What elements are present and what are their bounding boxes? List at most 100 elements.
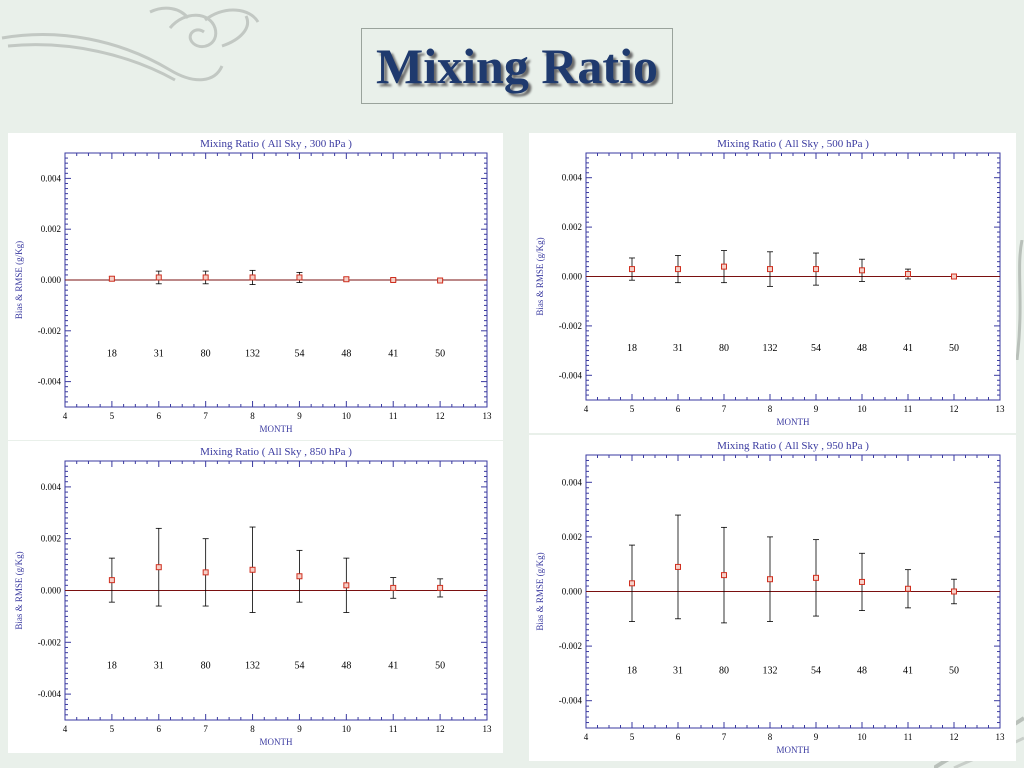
x-tick-label: 7 xyxy=(203,724,208,734)
sample-count-label: 132 xyxy=(763,666,778,677)
bias-marker xyxy=(202,569,209,576)
chart-panel-300hpa: Mixing Ratio ( All Sky , 300 hPa ) 4 5 6 7 8 9… xyxy=(8,133,503,440)
bias-marker xyxy=(343,276,350,283)
sample-count-label: 80 xyxy=(719,343,729,354)
x-tick-label: 13 xyxy=(483,724,493,734)
bias-marker xyxy=(155,564,162,571)
x-tick-label: 5 xyxy=(110,724,115,734)
y-axis-label: Bias & RMSE (g/Kg) xyxy=(14,241,24,319)
sample-count-label: 18 xyxy=(627,343,637,354)
x-tick-label: 11 xyxy=(389,411,398,421)
bias-marker xyxy=(296,573,303,580)
y-tick-label: -0.004 xyxy=(559,696,583,706)
x-tick-label: 5 xyxy=(110,411,115,421)
bias-marker xyxy=(905,585,911,592)
y-tick-label: 0.004 xyxy=(562,173,583,183)
chart-svg: Mixing Ratio ( All Sky , 500 hPa ) 4 5 6 7 8 9… xyxy=(535,138,1005,427)
chart-panel-950hpa: Mixing Ratio ( All Sky , 950 hPa ) 4 5 6 7 8 9… xyxy=(529,435,1016,761)
y-tick-label: 0.004 xyxy=(41,173,62,183)
sample-count-label: 50 xyxy=(435,661,445,672)
slide-title-box: Mixing Ratio xyxy=(361,28,673,104)
sample-count-label: 48 xyxy=(341,349,351,360)
x-tick-label: 7 xyxy=(203,411,208,421)
x-tick-label: 10 xyxy=(342,411,352,421)
sample-count-label: 18 xyxy=(107,661,117,672)
chart-title: Mixing Ratio ( All Sky , 850 hPa ) xyxy=(200,446,352,458)
bias-marker xyxy=(813,266,819,273)
bias-marker xyxy=(390,584,397,591)
side-ornament-icon xyxy=(1015,240,1024,360)
bias-marker xyxy=(767,576,773,583)
chart-svg: Mixing Ratio ( All Sky , 850 hPa ) 4 5 6 7 8 9… xyxy=(14,446,493,747)
bias-marker xyxy=(390,277,397,283)
x-tick-label: 10 xyxy=(342,724,352,734)
bias-marker xyxy=(108,275,115,282)
sample-count-label: 80 xyxy=(201,661,211,672)
sample-count-label: 54 xyxy=(294,349,304,360)
y-tick-label: -0.004 xyxy=(38,689,62,699)
x-tick-label: 11 xyxy=(904,404,913,414)
x-tick-label: 10 xyxy=(858,732,868,742)
x-axis-label: MONTH xyxy=(777,417,810,427)
bias-marker xyxy=(249,274,256,281)
bias-marker xyxy=(767,266,773,273)
bias-marker xyxy=(721,572,727,579)
y-axis-label: Bias & RMSE (g/Kg) xyxy=(535,237,545,315)
chart-svg: Mixing Ratio ( All Sky , 950 hPa ) 4 5 6 7 8 9… xyxy=(535,440,1006,755)
x-axis-label: MONTH xyxy=(777,745,810,755)
bias-marker xyxy=(951,273,957,280)
x-tick-label: 12 xyxy=(436,724,445,734)
sample-count-label: 31 xyxy=(673,666,683,677)
x-tick-label: 4 xyxy=(584,404,589,414)
sample-count-label: 50 xyxy=(949,343,959,354)
bias-marker xyxy=(813,574,819,581)
sample-count-label: 50 xyxy=(949,666,959,677)
swirl-ornament-icon xyxy=(1,6,260,82)
bias-marker xyxy=(437,584,444,591)
x-tick-label: 10 xyxy=(858,404,868,414)
y-tick-label: 0.000 xyxy=(41,586,62,596)
slide-title: Mixing Ratio xyxy=(376,38,658,94)
x-tick-label: 11 xyxy=(904,732,913,742)
x-tick-label: 6 xyxy=(157,411,162,421)
sample-count-label: 41 xyxy=(388,349,398,360)
bias-marker xyxy=(951,588,957,595)
y-tick-label: 0.000 xyxy=(562,272,583,282)
bias-marker xyxy=(155,274,162,281)
chart-panel-500hpa: Mixing Ratio ( All Sky , 500 hPa ) 4 5 6 7 8 9… xyxy=(529,133,1016,433)
x-tick-label: 4 xyxy=(584,732,589,742)
y-tick-label: -0.002 xyxy=(38,326,61,336)
bias-marker xyxy=(343,582,350,589)
x-axis-label: MONTH xyxy=(260,424,293,434)
y-axis-label: Bias & RMSE (g/Kg) xyxy=(14,551,24,629)
sample-count-label: 31 xyxy=(154,349,164,360)
x-axis-label: MONTH xyxy=(260,737,293,747)
sample-count-label: 48 xyxy=(857,666,867,677)
y-tick-label: 0.002 xyxy=(41,224,61,234)
sample-count-label: 132 xyxy=(763,343,778,354)
x-tick-label: 12 xyxy=(950,404,959,414)
x-tick-label: 13 xyxy=(996,732,1006,742)
y-tick-label: -0.004 xyxy=(559,370,583,380)
sample-count-label: 132 xyxy=(245,349,260,360)
x-tick-label: 9 xyxy=(297,411,302,421)
x-tick-label: 7 xyxy=(722,732,727,742)
bias-marker xyxy=(675,563,681,570)
y-tick-label: 0.004 xyxy=(41,482,62,492)
x-tick-label: 5 xyxy=(630,404,635,414)
bias-marker xyxy=(629,266,635,273)
sample-count-label: 132 xyxy=(245,661,260,672)
x-tick-label: 5 xyxy=(630,732,635,742)
sample-count-label: 80 xyxy=(719,666,729,677)
x-tick-label: 11 xyxy=(389,724,398,734)
sample-count-label: 54 xyxy=(811,343,821,354)
x-tick-label: 4 xyxy=(63,724,68,734)
bias-marker xyxy=(437,277,444,284)
y-tick-label: 0.000 xyxy=(41,275,62,285)
chart-panel-850hpa: Mixing Ratio ( All Sky , 850 hPa ) 4 5 6 7 8 9… xyxy=(8,441,503,753)
bias-marker xyxy=(859,267,865,274)
x-tick-label: 8 xyxy=(250,411,255,421)
y-tick-label: 0.002 xyxy=(562,222,582,232)
chart-title: Mixing Ratio ( All Sky , 300 hPa ) xyxy=(200,138,352,150)
x-tick-label: 6 xyxy=(676,404,681,414)
